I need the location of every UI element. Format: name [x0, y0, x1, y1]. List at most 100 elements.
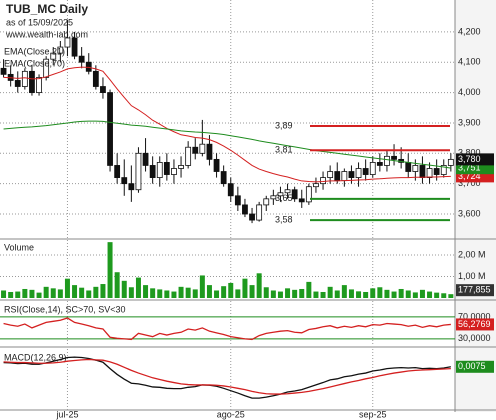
volume-bar [185, 287, 191, 298]
candle-body [355, 168, 362, 178]
last-value-box [456, 153, 494, 166]
candle-body [21, 70, 28, 87]
volume-bar [306, 281, 312, 298]
volume-bar [192, 289, 198, 298]
candle-body [29, 70, 35, 93]
level-label: 3,89 [275, 120, 293, 130]
volume-bar [299, 288, 305, 298]
volume-bar [128, 287, 134, 298]
candle-body [305, 186, 312, 203]
candle-body [284, 189, 291, 194]
volume-bar [427, 291, 433, 298]
candle-body [213, 158, 220, 172]
volume-bar [1, 290, 7, 298]
volume-bar [263, 287, 269, 298]
volume-bar [199, 275, 205, 298]
last-value-label: 0,0075 [458, 361, 486, 371]
volume-bar [114, 272, 120, 298]
volume-bar [50, 288, 56, 298]
candle-body [43, 58, 50, 78]
volume-bar [348, 289, 354, 298]
volume-bar [157, 289, 163, 298]
candle-body [178, 165, 184, 169]
candle-body [50, 52, 57, 60]
volume-bar [377, 287, 383, 298]
volume-bar [228, 282, 234, 298]
volume-bar [341, 285, 347, 298]
candle-body [234, 195, 241, 206]
candle-body [440, 165, 447, 175]
volume-bar [43, 286, 49, 298]
candle-body [14, 80, 21, 87]
volume-bar [93, 286, 99, 298]
last-value-box [456, 318, 494, 331]
volume-bar [419, 289, 425, 298]
candle-body [107, 92, 113, 166]
volume-bar [256, 273, 262, 298]
volume-bar [150, 288, 156, 298]
candle-body [341, 171, 348, 182]
candle-body [227, 183, 234, 197]
volume-bar [405, 290, 411, 298]
candle-body [64, 37, 71, 48]
legend-entry: EMA(Close,70) [4, 58, 65, 68]
volume-bar [143, 285, 149, 298]
candle-body [114, 165, 121, 178]
volume-bar [64, 278, 70, 298]
candle-body [242, 204, 248, 215]
legend-entry: EMA(Close,21) [4, 46, 65, 56]
volume-bar [277, 291, 283, 298]
level-label: 3,65 [275, 193, 293, 203]
candle-body [447, 158, 454, 166]
candle-body [391, 155, 397, 160]
y-tick-label: 3,800 [458, 148, 481, 158]
y-tick-label: 3,900 [458, 117, 481, 127]
y-tick-label: 4,000 [458, 87, 481, 97]
candle-body [249, 213, 255, 221]
candle-body [433, 168, 440, 175]
last-value-box [456, 360, 494, 373]
candle-body [362, 168, 369, 175]
volume-bar [135, 277, 141, 298]
candle-body [92, 70, 99, 87]
last-value-label: 56,2769 [458, 319, 491, 329]
indicator-line [3, 317, 451, 341]
chart-title: TUB_MC Daily [6, 2, 88, 16]
volume-bar [249, 285, 255, 298]
volume-bar [320, 291, 326, 298]
candle-body [327, 171, 334, 178]
last-value-label: 3,751 [458, 163, 481, 173]
x-tick-label: sep-25 [359, 409, 387, 419]
y-tick-label: 30,0000 [458, 333, 491, 343]
pane-title: MACD(12,26,9) [4, 352, 67, 362]
candle-body [149, 165, 156, 178]
volume-bar [398, 288, 404, 298]
candle-body [206, 143, 213, 160]
candle-body [192, 146, 199, 154]
indicator-line [3, 356, 451, 399]
volume-bar [434, 292, 440, 298]
volume-bar [36, 292, 42, 298]
y-tick-label: 4,100 [458, 57, 481, 67]
candle-body [405, 162, 412, 172]
volume-bar [29, 289, 35, 298]
volume-bar [178, 286, 184, 298]
volume-bar [8, 291, 14, 298]
candle-body [384, 155, 390, 166]
y-tick-label: 3,600 [458, 208, 481, 218]
candle-body [71, 37, 78, 57]
volume-bar [441, 293, 447, 298]
volume-bar [270, 290, 276, 298]
volume-bar [72, 285, 78, 298]
last-value-label: 3,780 [458, 154, 481, 164]
ema-line [3, 120, 451, 169]
candle-body [426, 168, 433, 178]
volume-bar [235, 289, 241, 298]
candle-body [100, 86, 106, 93]
candle-body [334, 171, 341, 182]
volume-bar [164, 290, 170, 298]
y-tick-label: 4,200 [458, 26, 481, 36]
volume-bar [100, 284, 106, 298]
